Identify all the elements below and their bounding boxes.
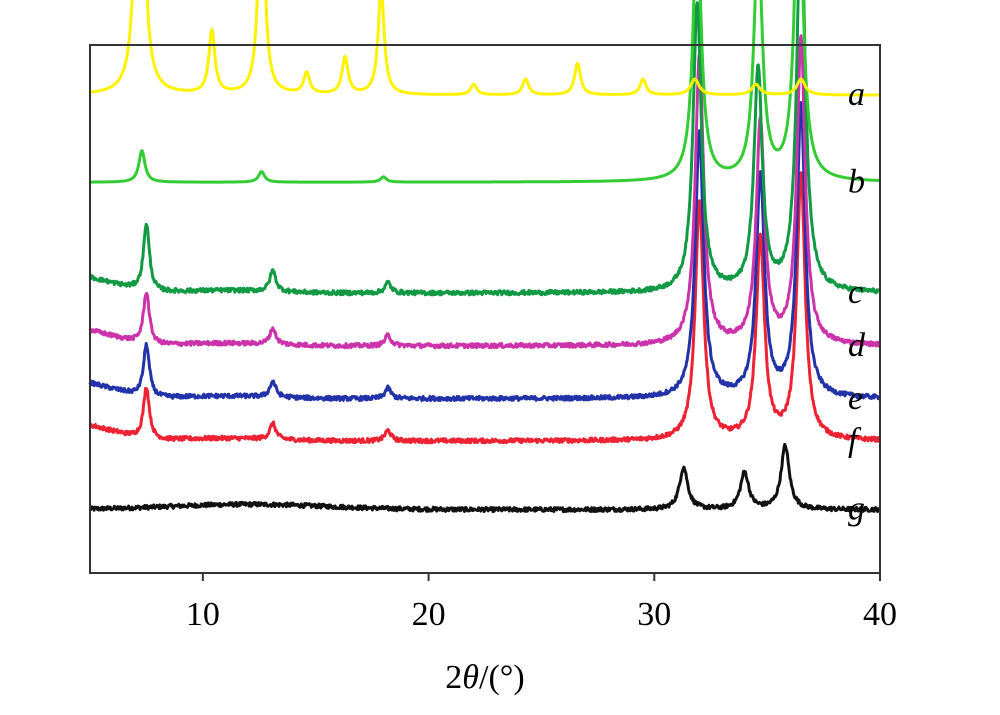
x-tick-label: 20 (412, 596, 446, 633)
x-axis: 10 20 30 40 (186, 573, 897, 633)
series-line-b (89, 0, 881, 184)
plot-frame (89, 44, 881, 574)
series-line-a (89, 0, 881, 97)
series-label-b: b (848, 163, 865, 200)
series-label-a: a (848, 76, 865, 113)
series-line-c (88, 0, 881, 297)
series-label-g: g (848, 491, 865, 528)
x-tick-label: 30 (637, 596, 671, 633)
series-label-d: d (848, 327, 866, 364)
series-line-e (88, 101, 881, 403)
series-line-d (88, 34, 881, 350)
series-label-e: e (848, 380, 863, 417)
x-tick-label: 10 (186, 596, 220, 633)
series-line-f (89, 171, 881, 445)
series-layer (88, 0, 881, 514)
series-line-g (88, 442, 881, 514)
x-axis-title: 2θ/(°) (445, 659, 524, 696)
x-tick-label: 40 (863, 596, 897, 633)
series-label-f: f (848, 422, 862, 459)
series-label-c: c (848, 274, 863, 311)
